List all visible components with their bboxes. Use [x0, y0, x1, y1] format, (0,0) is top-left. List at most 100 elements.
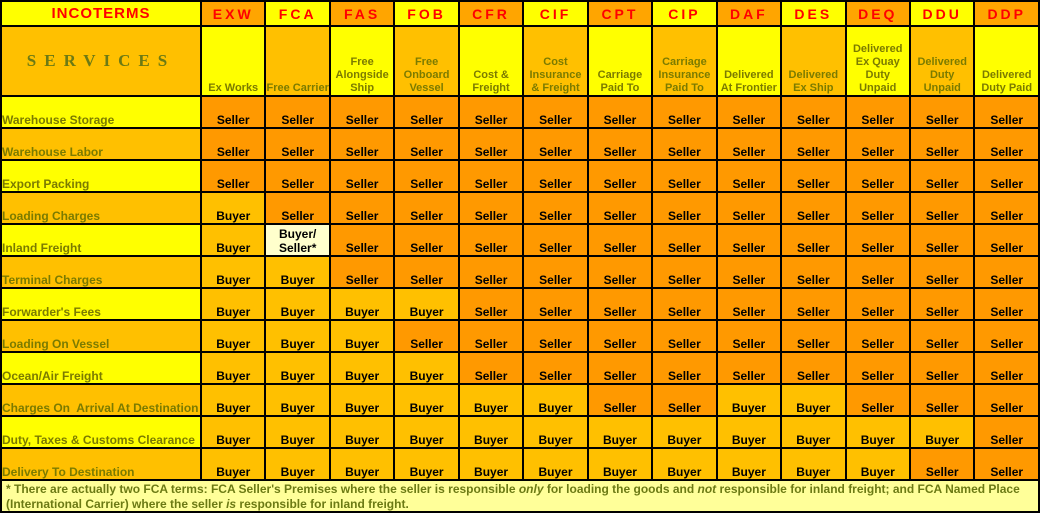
seller-cell: Seller	[457, 223, 525, 257]
column-name-des: Delivered Ex Ship	[780, 25, 847, 97]
buyer-cell: Buyer	[328, 383, 396, 417]
seller-cell: Seller	[844, 127, 911, 161]
seller-cell: Seller	[586, 319, 654, 353]
buyer-cell: Buyer	[780, 415, 847, 449]
seller-cell: Seller	[393, 191, 460, 225]
seller-cell: Seller	[715, 287, 783, 321]
seller-cell: Seller	[586, 383, 654, 417]
seller-cell: Seller	[973, 95, 1040, 129]
seller-cell: Seller	[328, 95, 396, 129]
column-header-des: DES	[780, 0, 847, 27]
seller-cell: Seller	[586, 223, 654, 257]
seller-cell: Seller	[715, 255, 783, 289]
seller-cell: Seller	[908, 191, 976, 225]
seller-cell: Seller	[715, 127, 783, 161]
seller-cell: Seller	[908, 319, 976, 353]
table-row: Forwarder's Fees Buyer Buyer Buyer Buyer Sell…	[0, 287, 1040, 321]
seller-cell: Seller	[908, 351, 976, 385]
seller-cell: Seller	[522, 351, 589, 385]
matrix-body: Warehouse Storage Seller Seller Seller Selle…	[0, 95, 1040, 481]
buyer-cell: Buyer	[328, 415, 396, 449]
service-label: Terminal Charges	[0, 255, 202, 289]
footnote-text: responsible for inland freight.	[236, 496, 409, 511]
buyer-cell: Buyer	[199, 383, 267, 417]
seller-cell: Seller	[780, 95, 847, 129]
service-label: Charges On Arrival At Destination	[0, 383, 202, 417]
seller-cell: Seller	[457, 95, 525, 129]
seller-cell: Seller	[457, 319, 525, 353]
seller-cell: Seller	[522, 191, 589, 225]
seller-cell: Seller	[651, 127, 718, 161]
buyer-cell: Buyer	[522, 447, 589, 481]
seller-cell: Seller	[973, 255, 1040, 289]
seller-cell: Seller	[522, 287, 589, 321]
seller-cell: Seller	[844, 95, 911, 129]
seller-cell: Seller	[393, 319, 460, 353]
column-header-fca: FCA	[264, 0, 331, 27]
seller-cell: Seller	[199, 159, 267, 193]
fca-footnote: * There are actually two FCA terms: FCA …	[0, 481, 1040, 513]
buyer-cell: Buyer	[715, 447, 783, 481]
buyer-cell: Buyer	[328, 319, 396, 353]
column-name-cif: Cost Insurance & Freight	[522, 25, 589, 97]
column-name-cpt: Carriage Paid To	[586, 25, 654, 97]
seller-cell: Seller	[651, 351, 718, 385]
seller-cell: Seller	[586, 191, 654, 225]
seller-cell: Seller	[908, 95, 976, 129]
seller-cell: Seller	[651, 383, 718, 417]
seller-cell: Seller	[651, 223, 718, 257]
buyer-cell: Buyer	[651, 415, 718, 449]
column-header-cif: CIF	[522, 0, 589, 27]
column-name-exw: Ex Works	[199, 25, 267, 97]
seller-cell: Seller	[199, 95, 267, 129]
seller-cell: Seller	[457, 287, 525, 321]
seller-cell: Seller	[908, 255, 976, 289]
column-header-ddp: DDP	[973, 0, 1040, 27]
buyer-cell: Buyer	[844, 447, 911, 481]
seller-cell: Seller	[780, 287, 847, 321]
seller-cell: Seller	[780, 351, 847, 385]
seller-cell: Seller	[973, 415, 1040, 449]
seller-cell: Seller	[908, 127, 976, 161]
seller-cell: Seller	[393, 255, 460, 289]
seller-cell: Seller	[715, 351, 783, 385]
buyer-cell: Buyer	[586, 447, 654, 481]
seller-cell: Seller	[522, 127, 589, 161]
service-label: Warehouse Labor	[0, 127, 202, 161]
table-row: Terminal Charges Buyer Buyer Seller Seller Se…	[0, 255, 1040, 289]
seller-cell: Seller	[199, 127, 267, 161]
buyer-cell: Buyer	[651, 447, 718, 481]
column-header-cfr: CFR	[457, 0, 525, 27]
buyer-cell: Buyer	[264, 255, 331, 289]
seller-cell: Seller	[844, 383, 911, 417]
seller-cell: Seller	[393, 223, 460, 257]
seller-cell: Seller	[264, 127, 331, 161]
services-heading: SERVICES	[0, 25, 202, 97]
service-label: Warehouse Storage	[0, 95, 202, 129]
incoterms-table: INCOTERMS EXW FCA FAS FOB CFR CIF CPT CIP DAF DES…	[0, 0, 1040, 481]
seller-cell: Seller	[973, 127, 1040, 161]
seller-cell: Seller	[973, 319, 1040, 353]
buyer-cell: Buyer	[264, 447, 331, 481]
seller-cell: Seller	[780, 159, 847, 193]
seller-cell: Seller	[973, 287, 1040, 321]
table-row: Loading On Vessel Buyer Buyer Buyer Seller Se…	[0, 319, 1040, 353]
service-label: Export Packing	[0, 159, 202, 193]
buyer-cell: Buyer	[586, 415, 654, 449]
seller-cell: Seller	[908, 159, 976, 193]
seller-cell: Seller	[908, 447, 976, 481]
seller-cell: Seller	[264, 191, 331, 225]
seller-cell: Seller	[393, 127, 460, 161]
seller-cell: Seller	[651, 191, 718, 225]
seller-cell: Seller	[328, 127, 396, 161]
seller-cell: Seller	[651, 255, 718, 289]
codes-row: INCOTERMS EXW FCA FAS FOB CFR CIF CPT CIP DAF DES…	[0, 0, 1040, 27]
seller-cell: Seller	[973, 383, 1040, 417]
buyer-cell: Buyer	[780, 383, 847, 417]
buyer-cell: Buyer	[457, 415, 525, 449]
seller-cell: Seller	[457, 191, 525, 225]
buyer-cell: Buyer	[199, 447, 267, 481]
seller-cell: Seller	[586, 95, 654, 129]
service-label: Loading Charges	[0, 191, 202, 225]
